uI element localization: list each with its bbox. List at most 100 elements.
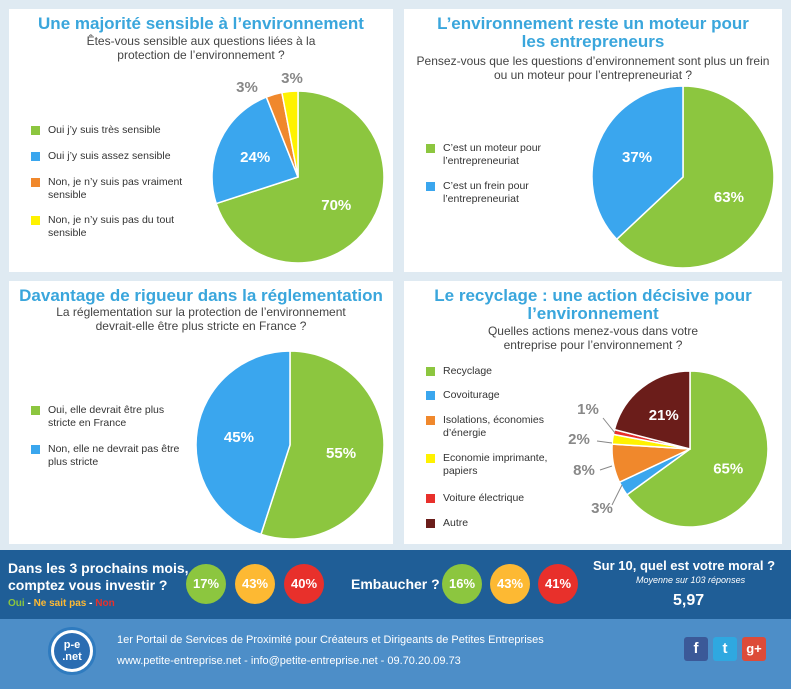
legend-oui: Oui xyxy=(8,598,25,609)
legend-item: Covoiturage xyxy=(426,389,576,402)
legend-item: Isolations, économies d’énergie xyxy=(426,414,554,440)
facebook-icon[interactable]: f xyxy=(684,637,708,661)
panel-title: L’environnement reste un moteur pour les… xyxy=(437,14,749,51)
legend-label: Voiture électrique xyxy=(443,492,525,504)
hire-oui-badge: 16% xyxy=(442,564,482,604)
invest-non-badge: 40% xyxy=(284,564,324,604)
slice-value-label: 55% xyxy=(326,445,356,462)
pie-slice xyxy=(195,350,291,536)
legend-item: Oui, elle devrait être plus stricte en F… xyxy=(31,404,181,430)
invest-nsp-badge: 43% xyxy=(235,564,275,604)
legend-label: Autre xyxy=(443,517,469,529)
legend-label: C’est un frein pour l’entrepreneuriat xyxy=(443,180,529,205)
legend-label: Isolations, économies d’énergie xyxy=(443,414,544,439)
legend-item: C’est un frein pour l’entrepreneuriat xyxy=(426,180,566,206)
google-plus-icon[interactable]: g+ xyxy=(742,637,766,661)
answer-legend: Oui - Ne sait pas - Non xyxy=(8,598,115,609)
logo-text: p-e .net xyxy=(54,633,90,669)
legend-nsp: Ne sait pas xyxy=(33,598,87,609)
slice-value-label: 45% xyxy=(224,429,254,446)
pie-slice xyxy=(615,85,775,269)
legend-swatch xyxy=(426,144,435,153)
invest-oui-badge: 17% xyxy=(186,564,226,604)
legend-item: Autre xyxy=(426,517,576,530)
legend-item: Recyclage xyxy=(426,365,576,378)
panel-title: Davantage de rigueur dans la réglementat… xyxy=(19,286,383,305)
slice-value-label: 3% xyxy=(281,70,303,87)
legend-item: Oui j’y suis assez sensible xyxy=(31,150,231,163)
footer-tagline: 1er Portail de Services de Proximité pou… xyxy=(117,634,544,646)
pie-slice xyxy=(281,90,299,178)
legend-item: Non, je n’y suis pas vraiment sensible xyxy=(31,176,206,202)
leader-line xyxy=(596,440,613,444)
legend-label: C’est un moteur pour l’entrepreneuriat xyxy=(443,142,542,167)
legend-label: Oui j’y suis très sensible xyxy=(48,124,161,136)
moral-note: Moyenne sur 103 réponses xyxy=(636,575,746,585)
legend-swatch xyxy=(426,416,435,425)
panel-title: Le recyclage : une action décisive pour … xyxy=(434,286,752,323)
legend-label: Oui j’y suis assez sensible xyxy=(48,150,171,162)
legend-label: Economie imprimante, papiers xyxy=(443,452,548,477)
legend-item: Voiture électrique xyxy=(426,492,576,505)
moral-question: Sur 10, quel est votre moral ? xyxy=(593,558,776,573)
legend-label: Recyclage xyxy=(443,365,493,377)
footer: p-e .net 1er Portail de Services de Prox… xyxy=(0,619,791,689)
legend-item: Non, elle ne devrait pas être plus stric… xyxy=(31,443,181,469)
slice-value-label: 3% xyxy=(236,79,258,96)
panel-subtitle: Quelles actions menez-vous dans votre en… xyxy=(487,324,699,352)
footer-contact[interactable]: www.petite-entreprise.net - info@petite-… xyxy=(117,655,461,667)
legend-swatch xyxy=(31,126,40,135)
slice-value-label: 1% xyxy=(577,401,599,418)
panel-subtitle: La réglementation sur la protection de l… xyxy=(56,305,346,333)
slice-value-label: 24% xyxy=(240,149,270,166)
slice-value-label: 2% xyxy=(568,431,590,448)
legend-label: Oui, elle devrait être plus stricte en F… xyxy=(48,404,165,429)
pie-slice xyxy=(591,85,684,241)
legend-separator: - xyxy=(24,598,34,609)
legend-label: Non, elle ne devrait pas être plus stric… xyxy=(48,443,180,468)
legend-swatch xyxy=(31,152,40,161)
petite-entreprise-logo[interactable]: p-e .net xyxy=(48,627,96,675)
slice-value-label: 3% xyxy=(591,500,613,517)
pie-slice xyxy=(625,370,769,528)
legend-item: C’est un moteur pour l’entrepreneuriat xyxy=(426,142,566,168)
legend-swatch xyxy=(426,519,435,528)
slice-value-label: 37% xyxy=(622,149,652,166)
pie-slice xyxy=(613,370,691,450)
legend-swatch xyxy=(31,178,40,187)
leader-line xyxy=(611,484,623,506)
twitter-icon[interactable]: t xyxy=(713,637,737,661)
legend-swatch xyxy=(426,494,435,503)
leader-line xyxy=(599,465,613,471)
slice-value-label: 70% xyxy=(321,197,351,214)
legend-swatch xyxy=(31,406,40,415)
slice-value-label: 8% xyxy=(573,462,595,479)
legend-swatch xyxy=(426,454,435,463)
slice-value-label: 65% xyxy=(713,460,743,477)
legend-non: Non xyxy=(95,598,115,609)
legend-swatch xyxy=(31,216,40,225)
legend-label: Non, je n’y suis pas du tout sensible xyxy=(48,214,175,239)
survey-bar: Dans les 3 prochains mois, comptez vous … xyxy=(0,550,791,619)
invest-question: Dans les 3 prochains mois, comptez vous … xyxy=(8,560,189,593)
legend-swatch xyxy=(426,367,435,376)
panel-title: Une majorité sensible à l’environnement xyxy=(38,14,364,33)
leader-line xyxy=(602,417,616,434)
hire-nsp-badge: 43% xyxy=(490,564,530,604)
legend-item: Oui j’y suis très sensible xyxy=(31,124,231,137)
moral-score: 5,97 xyxy=(673,592,705,609)
hire-non-badge: 41% xyxy=(538,564,578,604)
legend-swatch xyxy=(31,445,40,454)
slice-value-label: 21% xyxy=(649,407,679,424)
legend-swatch xyxy=(426,391,435,400)
pie-slice xyxy=(215,90,385,264)
panel-subtitle: Pensez-vous que les questions d’environn… xyxy=(416,54,770,82)
legend-label: Non, je n’y suis pas vraiment sensible xyxy=(48,176,183,201)
pie-slice xyxy=(260,350,385,540)
legend-separator: - xyxy=(86,598,96,609)
legend-swatch xyxy=(426,182,435,191)
